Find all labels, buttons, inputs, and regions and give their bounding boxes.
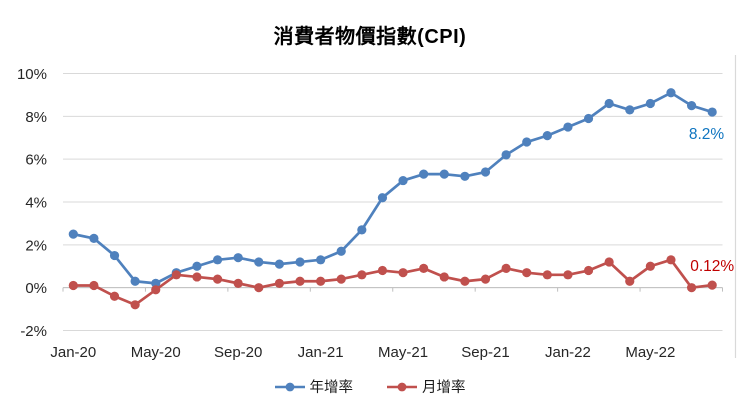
- data-point-marker: [398, 175, 408, 186]
- data-point-marker: [316, 255, 326, 265]
- y-axis-tick-label: -2%: [20, 323, 47, 340]
- data-point-marker: [460, 171, 470, 181]
- data-point-marker: [109, 250, 120, 261]
- data-point-marker: [583, 113, 594, 124]
- x-axis-tick-label: Jan-21: [298, 344, 344, 361]
- data-point-marker: [501, 263, 511, 273]
- legend-label-mom: 月增率: [422, 380, 466, 396]
- legend-label-yoy: 年增率: [309, 380, 354, 396]
- data-point-marker: [707, 107, 717, 117]
- x-axis-tick-label: Jan-20: [50, 344, 96, 361]
- data-point-marker: [522, 137, 532, 147]
- mom-series: [68, 255, 717, 310]
- series-line: [71, 258, 714, 307]
- data-point-marker: [109, 291, 120, 301]
- y-axis-tick-label: 8%: [25, 109, 47, 126]
- x-axis-tick-label: May-21: [378, 344, 428, 361]
- data-point-marker: [542, 270, 552, 280]
- data-point-marker: [707, 280, 717, 290]
- data-point-marker: [604, 257, 614, 267]
- data-point-marker: [151, 285, 161, 295]
- y-axis-tick-label: 6%: [25, 152, 47, 169]
- data-point-marker: [192, 261, 202, 271]
- data-point-marker: [89, 233, 99, 244]
- legend-item-yoy: 年增率: [274, 376, 354, 397]
- data-point-marker: [563, 270, 573, 280]
- mom-line-marker-icon: [387, 382, 417, 391]
- data-point-marker: [68, 280, 78, 291]
- data-point-marker: [686, 283, 697, 293]
- data-point-marker: [583, 265, 594, 276]
- data-point-marker: [522, 268, 532, 278]
- chart-legend: 年增率 月增率: [0, 376, 740, 397]
- x-axis-tick-label: May-22: [625, 344, 675, 361]
- data-point-marker: [130, 300, 140, 310]
- data-point-marker: [151, 278, 161, 288]
- data-point-marker: [254, 283, 264, 293]
- data-point-marker: [212, 274, 223, 284]
- data-point-marker: [398, 268, 408, 278]
- data-point-marker: [645, 98, 655, 109]
- yoy-last-value-label: 8.2%: [689, 126, 725, 143]
- data-point-marker: [274, 278, 284, 288]
- y-axis-tick-label: 10%: [17, 66, 47, 83]
- data-point-marker: [212, 255, 223, 265]
- y-axis-tick-label: 4%: [25, 195, 47, 212]
- x-axis-tick-label: Sep-20: [214, 344, 262, 361]
- data-point-marker: [542, 131, 552, 141]
- y-axis-tick-label: 0%: [25, 280, 47, 297]
- y-axis-tick-label: 2%: [25, 237, 47, 254]
- x-axis-tick-label: Jan-22: [545, 344, 591, 361]
- data-point-marker: [686, 101, 697, 111]
- data-point-marker: [336, 274, 346, 284]
- data-point-marker: [295, 257, 305, 267]
- yoy-series: [68, 88, 717, 288]
- data-point-marker: [501, 150, 511, 160]
- data-point-marker: [274, 259, 284, 269]
- data-point-marker: [645, 261, 655, 271]
- data-point-marker: [377, 193, 388, 203]
- data-point-marker: [625, 105, 635, 115]
- legend-item-mom: 月增率: [387, 376, 466, 397]
- data-point-marker: [233, 278, 243, 288]
- data-point-marker: [666, 255, 676, 265]
- data-point-marker: [254, 257, 264, 267]
- series-line: [71, 91, 714, 285]
- data-point-marker: [563, 122, 573, 132]
- data-point-marker: [480, 274, 491, 284]
- data-point-marker: [439, 272, 449, 282]
- data-point-marker: [460, 276, 470, 286]
- data-point-marker: [316, 276, 326, 286]
- x-axis-tick-label: Sep-21: [461, 344, 509, 361]
- data-point-marker: [68, 229, 78, 239]
- data-point-marker: [604, 98, 614, 109]
- chart-title: 消費者物價指數(CPI): [273, 26, 467, 48]
- data-point-marker: [439, 169, 449, 179]
- data-point-marker: [192, 272, 202, 282]
- data-point-marker: [171, 270, 181, 280]
- data-point-marker: [480, 167, 491, 177]
- data-point-marker: [336, 246, 346, 256]
- data-point-marker: [130, 276, 140, 286]
- yoy-line-marker-icon: [274, 382, 305, 391]
- data-point-marker: [233, 253, 243, 263]
- mom-last-value-label: 0.12%: [690, 258, 734, 275]
- data-point-marker: [666, 88, 676, 98]
- data-point-marker: [377, 265, 388, 276]
- data-point-marker: [357, 270, 367, 280]
- data-point-marker: [89, 280, 99, 291]
- data-point-marker: [419, 169, 429, 179]
- data-point-marker: [419, 263, 429, 273]
- data-point-marker: [295, 276, 305, 286]
- data-point-marker: [357, 225, 367, 235]
- data-point-marker: [625, 276, 635, 286]
- x-axis-tick-label: May-20: [131, 344, 181, 361]
